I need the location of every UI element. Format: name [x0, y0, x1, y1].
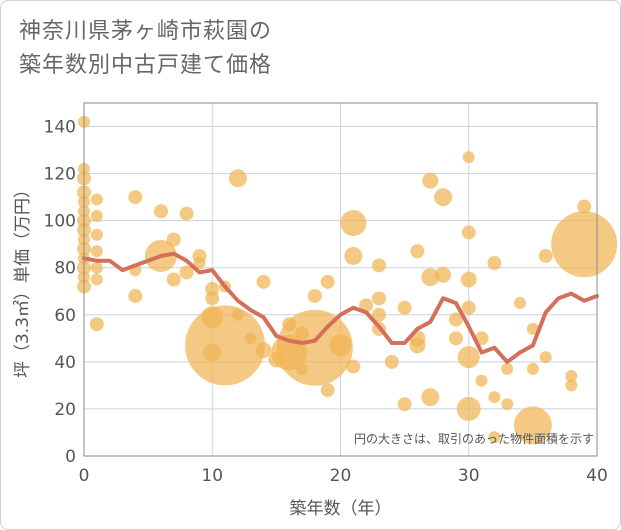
bubble-point	[410, 244, 425, 259]
bubble-point	[577, 199, 592, 214]
bubble-point	[551, 211, 618, 278]
plot-frame	[83, 102, 598, 457]
y-tick-label: 120	[44, 165, 76, 185]
bubble-size-note: 円の大きさは、取引のあった物件面積を示す	[354, 431, 594, 446]
bubble-point	[371, 291, 386, 306]
bubble-point	[538, 248, 553, 263]
y-tick-label: 40	[54, 353, 76, 373]
bubble-point	[448, 331, 463, 346]
trend-line-layer	[82, 251, 599, 364]
bubble-point	[344, 246, 363, 265]
bubble-point	[526, 322, 539, 335]
bubble-point	[179, 206, 194, 221]
bubble-point	[526, 362, 539, 375]
bubble-point	[276, 309, 353, 386]
bubble-point	[90, 245, 103, 258]
bubble-point	[89, 317, 104, 332]
bubble-point	[256, 274, 271, 289]
bubble-point	[185, 305, 266, 386]
bubble-point	[307, 288, 322, 303]
bubble-point	[255, 342, 272, 359]
bubble-point	[371, 258, 386, 273]
bubble-point	[421, 268, 440, 287]
bubble-point	[228, 169, 247, 188]
bubble-point	[90, 228, 103, 241]
x-tick-label: 0	[79, 466, 90, 486]
bubble-point	[475, 374, 488, 387]
bubble-point	[166, 272, 181, 287]
bubble-point	[359, 298, 374, 313]
bubble-point	[539, 351, 552, 364]
bubble-point	[329, 334, 352, 357]
bubble-point	[409, 337, 426, 354]
bubble-point	[487, 256, 502, 271]
chart-title-line2: 築年数別中古戸建て価格	[19, 53, 273, 78]
bubble-point	[434, 188, 453, 207]
bubble-point	[501, 362, 514, 375]
bubble-point	[421, 388, 440, 407]
bubble-point	[320, 274, 335, 289]
bubble-point	[244, 332, 257, 345]
bubble-point	[457, 346, 480, 369]
bubble-point	[460, 271, 477, 288]
bubble-point	[128, 190, 143, 205]
chart-title: 神奈川県茅ヶ崎市萩園の 築年数別中古戸建て価格	[19, 15, 272, 83]
bubble-point	[371, 307, 386, 322]
bubble-point	[384, 354, 399, 369]
bubble-point	[231, 308, 244, 321]
x-tick-label: 30	[458, 466, 480, 486]
bubble-point	[340, 210, 367, 237]
bubble-point	[90, 193, 103, 206]
bubble-point	[346, 359, 361, 374]
bubble-point	[488, 391, 501, 404]
bubble-point	[456, 396, 481, 421]
bubble-point	[461, 300, 476, 315]
bubble-point	[565, 379, 578, 392]
bubble-point	[90, 261, 103, 274]
bubble-point	[514, 297, 527, 310]
chart-title-line1: 神奈川県茅ヶ崎市萩園の	[19, 19, 273, 44]
bubble-point	[461, 225, 476, 240]
bubble-point	[513, 406, 552, 445]
y-tick-label: 100	[44, 212, 76, 232]
y-axis-label: 坪（3.3㎡）単価（万円）	[13, 181, 33, 378]
y-tick-label: 20	[54, 400, 76, 420]
bubble-point	[90, 273, 103, 286]
x-tick-label: 10	[201, 466, 223, 486]
bubble-point	[397, 300, 412, 315]
bubble-point	[462, 151, 475, 164]
x-tick-label: 40	[586, 466, 608, 486]
y-tick-label: 0	[65, 447, 76, 467]
average-price-line	[82, 251, 599, 364]
x-tick-label: 20	[330, 466, 352, 486]
y-tick-label: 80	[54, 259, 76, 279]
bubble-point	[320, 383, 335, 398]
x-axis-label: 築年数（年）	[290, 499, 392, 519]
bubble-point	[153, 204, 168, 219]
grid-lines	[83, 103, 598, 457]
tick-labels: 0 20 40 60 80 100 120 140 0 10 20 30 40	[44, 118, 608, 486]
y-tick-label: 140	[44, 118, 76, 138]
bubble-point	[435, 266, 452, 283]
bubble-point	[205, 291, 220, 306]
bubble-point	[128, 288, 143, 303]
bubble-point	[166, 232, 181, 247]
bubble-point	[422, 172, 439, 189]
bubble-point	[565, 369, 578, 382]
y-tick-label: 60	[54, 306, 76, 326]
bubble-point	[397, 397, 412, 412]
bubble-point	[501, 398, 514, 411]
bubble-point	[179, 265, 194, 280]
bubble-point	[448, 312, 463, 327]
bubble-layer	[77, 115, 618, 445]
bubble-point	[193, 257, 206, 270]
bubble-point	[90, 209, 103, 222]
bubble-point	[488, 431, 501, 444]
